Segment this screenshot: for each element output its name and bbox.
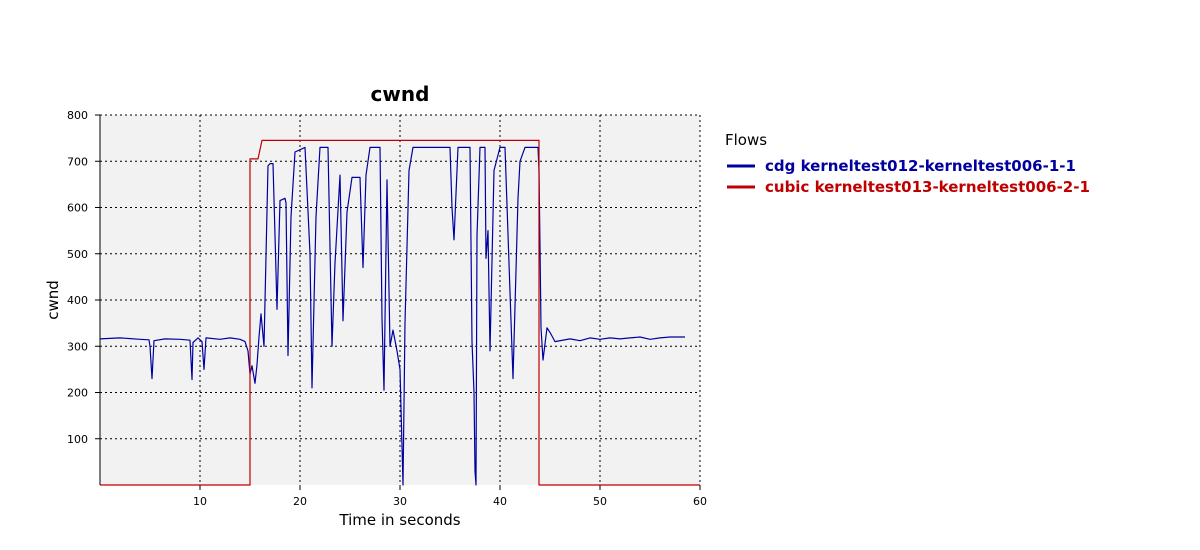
x-tick-label: 20: [293, 495, 307, 508]
x-tick-label: 50: [593, 495, 607, 508]
y-tick-label: 100: [67, 433, 88, 446]
x-tick-label: 30: [393, 495, 407, 508]
y-tick-label: 600: [67, 202, 88, 215]
x-tick-label: 40: [493, 495, 507, 508]
y-axis-label: cwnd: [44, 280, 62, 320]
chart-title: cwnd: [371, 82, 430, 106]
x-axis-label: Time in seconds: [338, 511, 460, 529]
axes: [95, 114, 701, 490]
y-tick-label: 500: [67, 248, 88, 261]
x-tick-label: 10: [193, 495, 207, 508]
y-tick-label: 400: [67, 294, 88, 307]
y-tick-label: 800: [67, 109, 88, 122]
y-tick-label: 700: [67, 155, 88, 168]
series-layer: [99, 139, 700, 486]
tick-labels: 10 20 30 40 50 60 100 200 300 400 500 600 700 800: [67, 109, 707, 508]
y-tick-label: 300: [67, 340, 88, 353]
legend-entry: cubic kerneltest013-kerneltest006-2-1: [765, 178, 1090, 196]
legend-title: Flows: [725, 131, 767, 149]
x-tick-label: 60: [693, 495, 707, 508]
legend-entry: cdg kerneltest012-kerneltest006-1-1: [765, 157, 1076, 175]
y-tick-label: 200: [67, 387, 88, 400]
legend: Flows cdg kerneltest012-kerneltest006-1-…: [725, 131, 1090, 196]
series-line-2: [100, 139, 700, 486]
grid-lines: [100, 114, 701, 485]
legend-entries: cdg kerneltest012-kerneltest006-1-1 cubic…: [727, 157, 1090, 196]
